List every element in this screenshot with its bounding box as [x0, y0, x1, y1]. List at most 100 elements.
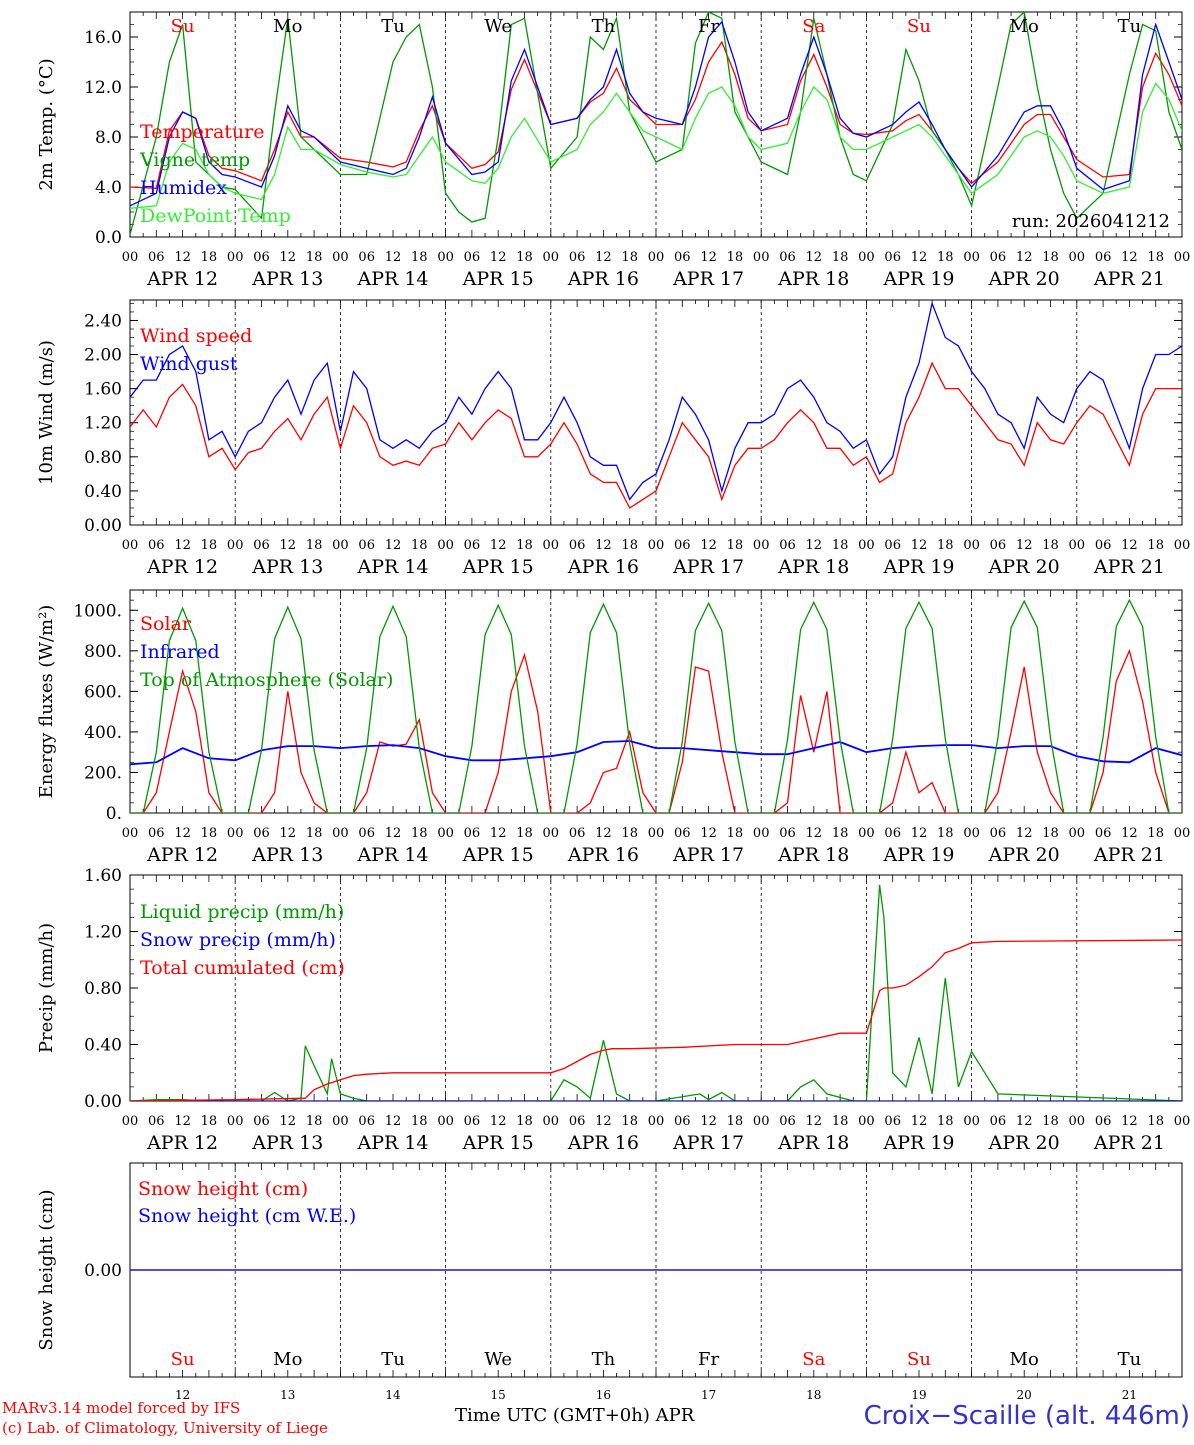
hour-label: 12 — [280, 250, 297, 265]
hour-label: 12 — [700, 538, 717, 553]
weekday-label: We — [484, 1349, 512, 1370]
day-number-label: 16 — [596, 1388, 611, 1402]
date-label: APR 12 — [146, 556, 218, 578]
hour-label: 00 — [1069, 1114, 1086, 1129]
date-label: APR 13 — [251, 844, 323, 866]
y-axis-title: 10m Wind (m/s) — [36, 340, 57, 485]
hour-label: 18 — [727, 250, 744, 265]
hour-label: 00 — [1174, 1114, 1191, 1129]
hour-label: 12 — [700, 826, 717, 841]
y-tick-label: 0. — [106, 804, 122, 824]
legend-entry: Wind gust — [140, 353, 238, 375]
hour-label: 06 — [358, 538, 375, 553]
hour-label: 18 — [411, 1114, 428, 1129]
hour-label: 12 — [1121, 250, 1138, 265]
weekday-label: Su — [907, 1349, 931, 1370]
hour-label: 00 — [437, 538, 454, 553]
hour-label: 00 — [543, 538, 560, 553]
hour-label: 00 — [648, 1114, 665, 1129]
day-number-label: 14 — [385, 1388, 401, 1402]
hour-label: 00 — [1069, 250, 1086, 265]
hour-label: 12 — [385, 538, 402, 553]
weekday-label: Tu — [1118, 16, 1142, 37]
hour-label: 00 — [963, 826, 980, 841]
series-line-temperature — [130, 40, 1182, 189]
day-number-label: 12 — [175, 1388, 190, 1402]
hour-label: 18 — [411, 250, 428, 265]
hour-label: 12 — [595, 250, 612, 265]
hour-label: 00 — [122, 826, 139, 841]
hour-label: 06 — [1095, 250, 1112, 265]
date-label: APR 18 — [777, 556, 849, 578]
series-line-infrared — [130, 740, 1182, 766]
weekday-label: Th — [592, 1349, 616, 1370]
panel-4: 0.00 0.40 0.80 1.20 1.60 Precip (mm/h) Liquid … — [36, 866, 1190, 1154]
panel-3: 0. 200. 400. 600. 800. 1000. Energy fluxes (W/… — [36, 589, 1190, 866]
hour-label: 00 — [332, 250, 349, 265]
y-tick-label: 0.0 — [95, 228, 122, 248]
hour-label: 18 — [727, 1114, 744, 1129]
hour-label: 06 — [569, 826, 586, 841]
date-label: APR 20 — [988, 844, 1060, 866]
hour-label: 12 — [1016, 1114, 1033, 1129]
hour-label: 06 — [569, 538, 586, 553]
series-line-dewpoint-temp — [130, 82, 1182, 209]
legend-entry: Top of Atmosphere (Solar) — [140, 669, 393, 691]
hour-label: 00 — [753, 826, 770, 841]
hour-label: 18 — [411, 538, 428, 553]
weekday-label: We — [484, 16, 512, 37]
station-title: Croix−Scaille (alt. 446m) — [863, 1401, 1190, 1431]
weekday-label: Tu — [1118, 1349, 1142, 1370]
panel-5: 0.00 Snow height (cm) Snow height (cm) Snow… — [36, 1162, 1183, 1402]
y-tick-label: 600. — [84, 682, 122, 702]
weekday-label: Tu — [381, 16, 405, 37]
date-label: APR 21 — [1093, 844, 1165, 866]
hour-label: 00 — [648, 250, 665, 265]
hour-label: 18 — [621, 250, 638, 265]
hour-label: 00 — [227, 826, 244, 841]
hour-label: 06 — [884, 538, 901, 553]
hour-label: 18 — [1147, 250, 1164, 265]
weekday-label: Sa — [802, 1349, 825, 1370]
hour-label: 18 — [727, 826, 744, 841]
hour-label: 06 — [358, 826, 375, 841]
hour-label: 12 — [595, 826, 612, 841]
legend-entry: Wind speed — [140, 325, 252, 347]
weekday-label: Su — [907, 16, 931, 37]
hour-label: 12 — [385, 1114, 402, 1129]
hour-label: 06 — [464, 250, 481, 265]
hour-label: 06 — [674, 538, 691, 553]
hour-label: 06 — [253, 538, 270, 553]
hour-label: 18 — [516, 250, 533, 265]
hour-label: 18 — [937, 826, 954, 841]
weekday-label: Su — [171, 1349, 195, 1370]
hour-label: 06 — [464, 826, 481, 841]
hour-label: 12 — [174, 826, 191, 841]
hour-label: 18 — [306, 250, 323, 265]
hour-label: 18 — [832, 826, 849, 841]
hour-label: 12 — [911, 250, 928, 265]
hour-label: 00 — [227, 250, 244, 265]
y-tick-label: 400. — [84, 723, 122, 743]
hour-label: 00 — [437, 826, 454, 841]
hour-label: 12 — [1121, 826, 1138, 841]
weekday-label: Mo — [273, 1349, 302, 1370]
hour-label: 12 — [280, 1114, 297, 1129]
hour-label: 06 — [990, 250, 1007, 265]
date-label: APR 15 — [462, 556, 534, 578]
day-number-label: 15 — [491, 1388, 506, 1402]
hour-label: 18 — [201, 1114, 218, 1129]
y-tick-label: 0.80 — [84, 979, 122, 999]
hour-label: 00 — [332, 1114, 349, 1129]
hour-label: 18 — [937, 538, 954, 553]
hour-label: 12 — [1016, 538, 1033, 553]
series-line-liquid-precip-mm-h — [130, 884, 1182, 1101]
y-tick-label: 2.00 — [84, 346, 122, 366]
date-label: APR 21 — [1093, 268, 1165, 290]
hour-label: 12 — [490, 250, 507, 265]
hour-label: 18 — [306, 1114, 323, 1129]
legend-entry: Vigne temp — [139, 149, 250, 171]
date-label: APR 20 — [988, 556, 1060, 578]
y-axis-title: 2m Temp. (°C) — [36, 58, 57, 190]
hour-label: 00 — [648, 538, 665, 553]
